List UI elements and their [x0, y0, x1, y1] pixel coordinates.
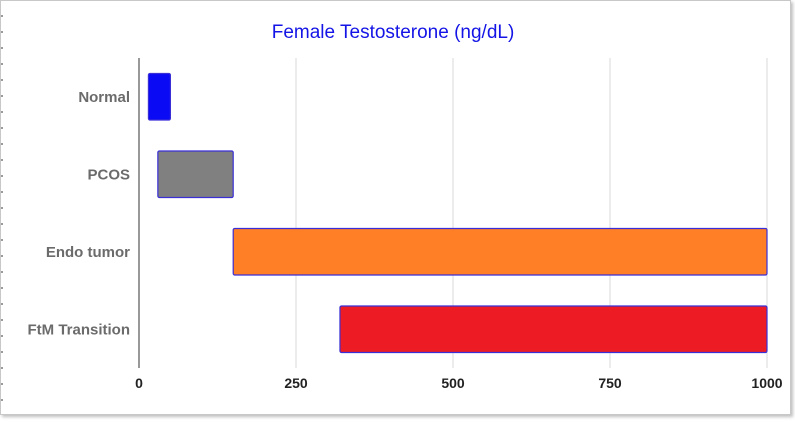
bar-ftm-transition: [339, 305, 768, 354]
x-tick-label: 0: [135, 375, 143, 391]
x-tick-label: 500: [441, 375, 465, 391]
bars: [147, 72, 768, 354]
category-labels: Normal PCOS Endo tumor FtM Transition: [28, 89, 131, 339]
bar-endo-tumor: [232, 227, 768, 276]
chart-title: Female Testosterone (ng/dL): [272, 22, 515, 43]
bar-normal: [147, 72, 171, 121]
x-tick-labels: 0 250 500 750 1000: [135, 375, 783, 391]
category-label: Normal: [78, 89, 130, 106]
category-label: PCOS: [87, 166, 130, 183]
category-label: Endo tumor: [46, 244, 130, 261]
bar-pcos: [157, 150, 234, 199]
x-tick-label: 1000: [751, 375, 782, 391]
frame-left-edge: [1, 1, 3, 414]
x-tick-label: 250: [284, 375, 308, 391]
category-label: FtM Transition: [28, 321, 131, 338]
x-tick-label: 750: [598, 375, 622, 391]
